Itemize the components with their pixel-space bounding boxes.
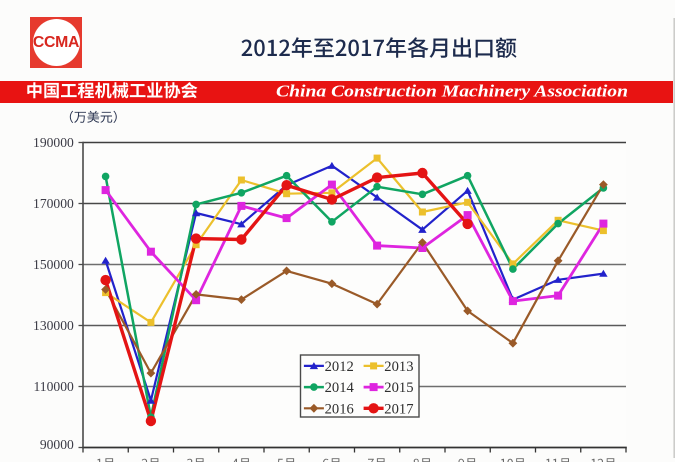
svg-text:2016: 2016 bbox=[325, 401, 354, 417]
svg-text:2015: 2015 bbox=[384, 380, 413, 396]
svg-text:90000: 90000 bbox=[40, 437, 74, 452]
svg-text:150000: 150000 bbox=[33, 257, 74, 272]
svg-text:110000: 110000 bbox=[34, 379, 74, 394]
svg-text:130000: 130000 bbox=[33, 318, 74, 333]
svg-text:170000: 170000 bbox=[33, 196, 74, 211]
svg-text:2017: 2017 bbox=[384, 401, 413, 417]
svg-text:China Construction Machinery A: China Construction Machinery Association bbox=[276, 81, 628, 100]
svg-text:190000: 190000 bbox=[33, 135, 74, 150]
svg-text:2014: 2014 bbox=[325, 380, 355, 396]
svg-text:2012: 2012 bbox=[325, 359, 354, 375]
svg-text:2013: 2013 bbox=[384, 359, 413, 375]
